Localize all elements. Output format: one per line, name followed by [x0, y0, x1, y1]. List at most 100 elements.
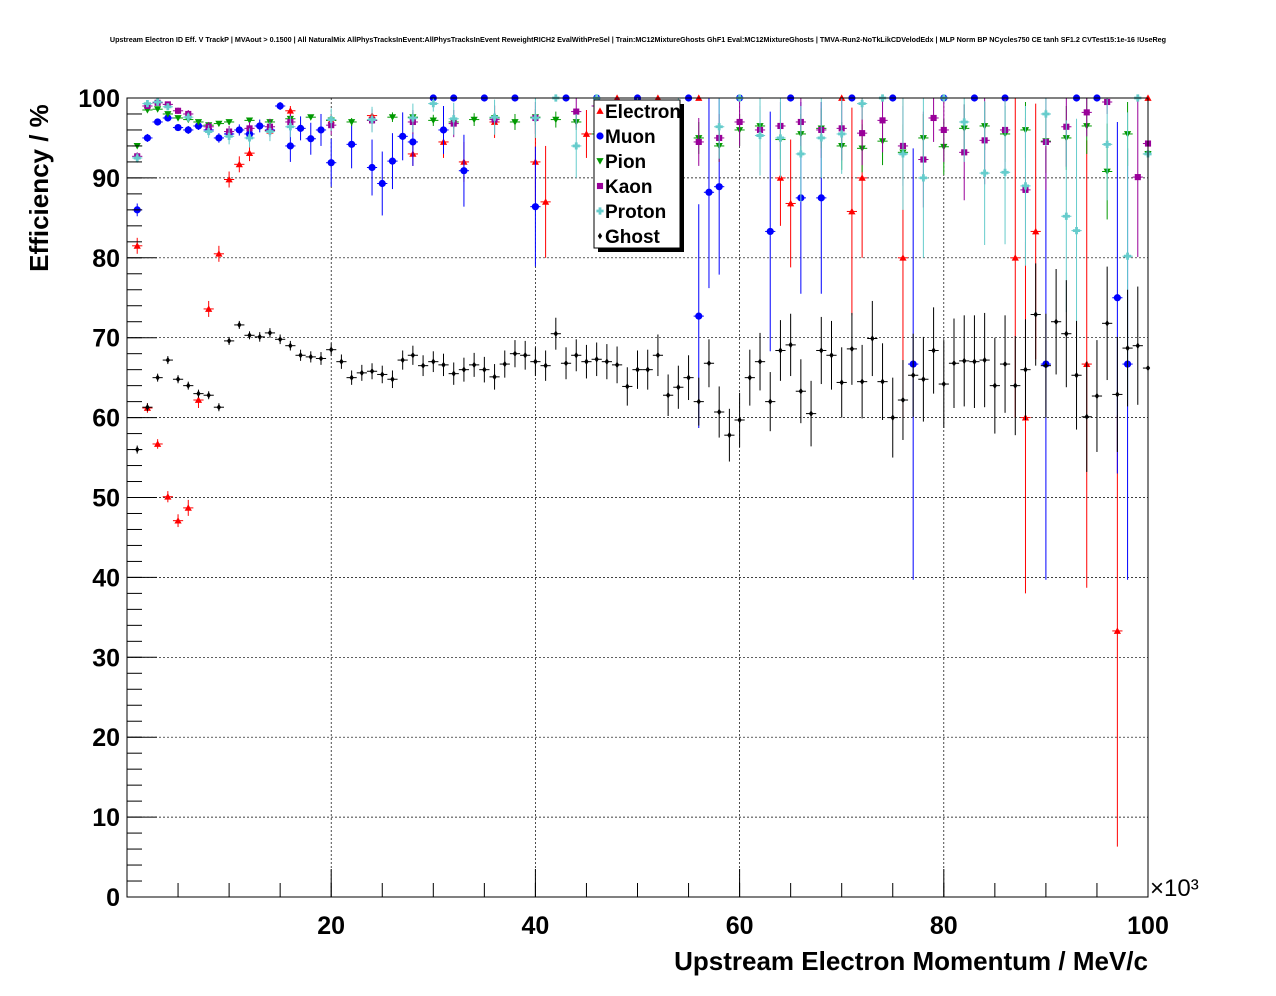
data-point [676, 383, 681, 391]
data-point [1002, 360, 1008, 368]
data-point [972, 358, 977, 365]
data-point [572, 142, 580, 150]
legend-marker [596, 207, 604, 215]
data-point [194, 122, 203, 130]
data-point [594, 356, 599, 363]
data-point [1064, 330, 1069, 337]
data-point [368, 115, 376, 124]
data-point [409, 138, 417, 146]
data-point [164, 111, 172, 118]
data-point [174, 123, 182, 132]
data-point [296, 124, 305, 132]
data-point [186, 382, 191, 389]
data-point [1013, 382, 1018, 389]
data-point [736, 118, 743, 126]
data-point [349, 374, 354, 381]
data-point [388, 114, 397, 121]
data-point [502, 360, 507, 368]
data-point [205, 127, 213, 136]
data-point [490, 113, 499, 121]
data-point [225, 132, 233, 140]
data-point [930, 114, 937, 122]
data-point [819, 347, 824, 354]
data-point [655, 352, 661, 359]
data-point [327, 159, 335, 167]
data-point [390, 376, 395, 383]
data-point [380, 371, 385, 378]
data-point [1084, 413, 1089, 421]
data-point [482, 366, 487, 373]
data-point [348, 140, 356, 148]
data-point [635, 366, 640, 373]
data-point [817, 134, 825, 142]
legend-label: Muon [605, 127, 656, 148]
y-tick-label: 90 [92, 165, 120, 193]
data-point [441, 361, 446, 369]
data-point [1123, 252, 1132, 260]
data-point [706, 360, 712, 367]
data-point [266, 127, 274, 136]
data-point [1094, 392, 1100, 400]
data-point [645, 366, 650, 373]
data-point [245, 149, 254, 157]
data-point [1001, 168, 1009, 176]
data-point [184, 504, 192, 511]
data-point [604, 358, 610, 365]
data-point [471, 361, 477, 369]
data-point [981, 169, 989, 177]
data-point [165, 356, 170, 364]
data-point [174, 115, 182, 122]
y-tick-label: 10 [92, 804, 120, 832]
legend: Electron Muon Pion Kaon Proton Ghost [593, 99, 684, 252]
data-point [194, 396, 203, 403]
data-point [317, 126, 325, 134]
data-point [133, 154, 141, 162]
data-point [267, 329, 273, 337]
data-point [155, 374, 160, 381]
data-point [941, 380, 946, 388]
y-tick-label: 0 [106, 884, 120, 912]
legend-marker [596, 107, 604, 114]
data-point [174, 517, 182, 524]
data-point [348, 119, 356, 126]
data-point [215, 134, 223, 142]
data-point [339, 358, 344, 365]
y-tick-label: 80 [92, 245, 120, 273]
data-point [400, 356, 405, 364]
data-point [307, 114, 315, 121]
x-tick-label: 40 [521, 912, 549, 940]
data-point [798, 387, 804, 395]
data-point [543, 362, 548, 369]
data-point [378, 179, 386, 188]
data-point [573, 108, 580, 115]
data-point [715, 123, 723, 131]
data-point [492, 373, 497, 381]
data-point [1113, 627, 1121, 634]
data-point [756, 131, 764, 140]
data-point [890, 414, 895, 421]
data-point [154, 118, 162, 126]
data-point [817, 194, 825, 202]
data-point [196, 390, 201, 397]
data-point [145, 403, 150, 411]
data-point [216, 403, 222, 411]
data-point [960, 118, 968, 126]
y-tick-label: 40 [92, 564, 120, 592]
data-point [1083, 109, 1090, 116]
data-point [982, 356, 987, 364]
data-point [286, 123, 294, 131]
data-point [288, 342, 293, 349]
data-point [237, 321, 242, 329]
data-point [439, 126, 448, 134]
data-point [879, 117, 886, 124]
data-point [858, 99, 866, 108]
data-point [460, 167, 468, 175]
data-point [245, 134, 254, 142]
data-point [164, 103, 172, 111]
legend-box [593, 99, 681, 249]
data-point [858, 174, 866, 181]
data-point [277, 336, 283, 343]
data-point [194, 119, 203, 126]
data-point [715, 183, 723, 191]
data-point [431, 358, 436, 365]
